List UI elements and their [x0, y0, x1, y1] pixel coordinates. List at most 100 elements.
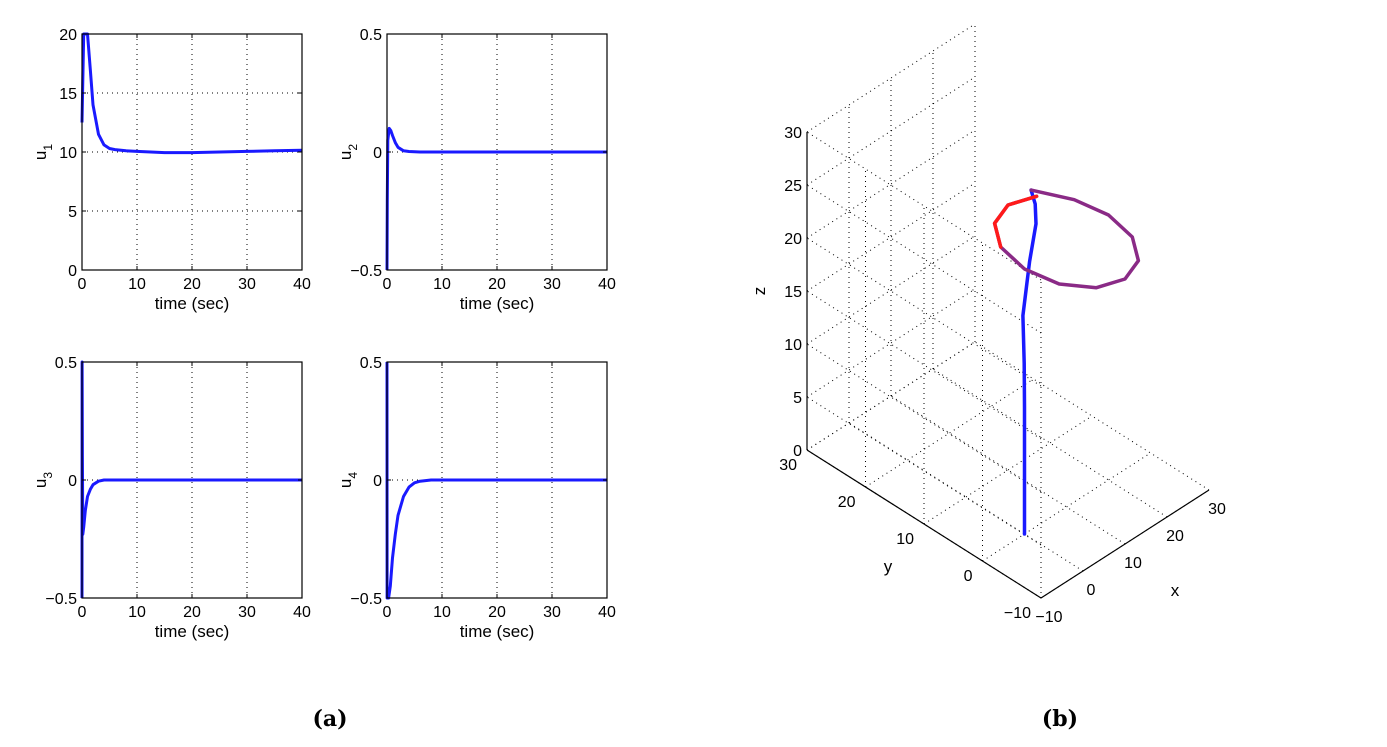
y-tick-label: −0.5 [45, 591, 77, 608]
x-tick-label: 10 [433, 604, 451, 621]
x-tick-label: 40 [598, 276, 616, 293]
z-tick-label: 15 [784, 284, 802, 301]
y-axis-label-subscript: 2 [346, 144, 360, 151]
y-tick-label: −0.5 [350, 591, 382, 608]
y-tick-label: 5 [68, 204, 77, 221]
wall-x-grid-z [806, 396, 1042, 546]
x-tick-label: 40 [293, 604, 311, 621]
y-tick-label: 0 [373, 145, 382, 162]
y-tick-label: 20 [59, 27, 77, 44]
wall-x-grid-z [806, 184, 1042, 334]
x-tick-label: 30 [238, 276, 256, 293]
y-tick-label: −0.5 [350, 263, 382, 280]
z-tick-label: 5 [793, 390, 802, 407]
y-tick-label: 10 [896, 531, 914, 548]
y-axis-label-subscript: 1 [41, 144, 55, 151]
x-tick-label: 20 [183, 276, 201, 293]
x-axis-line [1040, 489, 1210, 599]
y-tick-label: −10 [1004, 605, 1031, 622]
wall-x-grid-z [806, 131, 1042, 281]
y-axis-label: u2 [336, 144, 360, 160]
x-tick-label: 40 [293, 276, 311, 293]
y-tick-label: 0 [373, 473, 382, 490]
wall-x-grid-z [806, 343, 1042, 493]
x-axis-label: time (sec) [460, 294, 535, 313]
y-tick-label: 0.5 [55, 355, 77, 372]
y-axis-label-subscript: 4 [346, 472, 360, 479]
x-tick-label: 0 [78, 604, 87, 621]
y-axis-label: u1 [31, 144, 55, 160]
x-tick-label: 0 [1087, 582, 1096, 599]
y-axis-label-base: u [336, 151, 355, 160]
wall-x-grid-z [806, 290, 1042, 440]
x-tick-label: 20 [488, 604, 506, 621]
y-tick-label: 20 [838, 494, 856, 511]
z-tick-label: 25 [784, 178, 802, 195]
y-axis-label: u4 [336, 472, 360, 488]
z-tick-label: 30 [784, 125, 802, 142]
x-tick-label: 20 [488, 276, 506, 293]
trajectory-1 [1021, 188, 1038, 536]
x-tick-label: 0 [78, 276, 87, 293]
x-tick-label: −10 [1035, 609, 1062, 626]
x-tick-label: 20 [1166, 528, 1184, 545]
x-tick-label: 0 [383, 276, 392, 293]
floor-grid-x [848, 422, 1084, 572]
panel-label-b: (b) [1042, 706, 1078, 732]
y-tick-label: 10 [59, 145, 77, 162]
floor-grid-x [890, 395, 1126, 545]
x-tick-label: 0 [383, 604, 392, 621]
x-tick-label: 20 [183, 604, 201, 621]
y-axis-label-base: u [31, 151, 50, 160]
z-axis-label: z [750, 287, 769, 296]
trajectory-2 [992, 188, 1141, 290]
x-tick-label: 30 [238, 604, 256, 621]
x-axis-label: time (sec) [155, 294, 230, 313]
y-tick-label: 0 [68, 473, 77, 490]
y-tick-label: 15 [59, 86, 77, 103]
floor-grid-x [932, 368, 1168, 518]
y-tick-label: 0 [964, 568, 973, 585]
x-axis-label: time (sec) [460, 622, 535, 641]
x-tick-label: 10 [433, 276, 451, 293]
y-tick-label: 0.5 [360, 355, 382, 372]
y-tick-label: 0.5 [360, 27, 382, 44]
y-axis-label: u3 [31, 472, 55, 488]
x-tick-label: 30 [543, 276, 561, 293]
series-line [80, 360, 302, 599]
z-tick-label: 0 [793, 443, 802, 460]
wall-y-grid-z [806, 182, 976, 292]
y-tick-label: 0 [68, 263, 77, 280]
series-line [385, 126, 607, 271]
x-tick-label: 10 [128, 276, 146, 293]
wall-y-grid-z [806, 129, 976, 239]
panel-label-a: (a) [312, 706, 347, 732]
trajectory-3 [992, 194, 1039, 249]
x-tick-label: 10 [128, 604, 146, 621]
floor-grid-y [982, 452, 1151, 562]
x-tick-label: 30 [543, 604, 561, 621]
x-axis-label: x [1171, 581, 1180, 600]
x-axis-label: time (sec) [155, 622, 230, 641]
y-axis-label-subscript: 3 [41, 472, 55, 479]
y-axis-line [806, 449, 1042, 599]
y-axis-label-base: u [31, 479, 50, 488]
y-axis-label-base: u [336, 479, 355, 488]
y-axis-label: y [884, 557, 893, 576]
wall-x-grid-z [806, 237, 1042, 387]
z-tick-label: 20 [784, 231, 802, 248]
x-tick-label: 10 [1124, 555, 1142, 572]
floor-grid-x [974, 341, 1210, 491]
y-tick-label: 30 [779, 457, 797, 474]
floor-grid-y [923, 415, 1093, 525]
x-tick-label: 40 [598, 604, 616, 621]
z-tick-label: 10 [784, 337, 802, 354]
x-tick-label: 30 [1208, 501, 1226, 518]
